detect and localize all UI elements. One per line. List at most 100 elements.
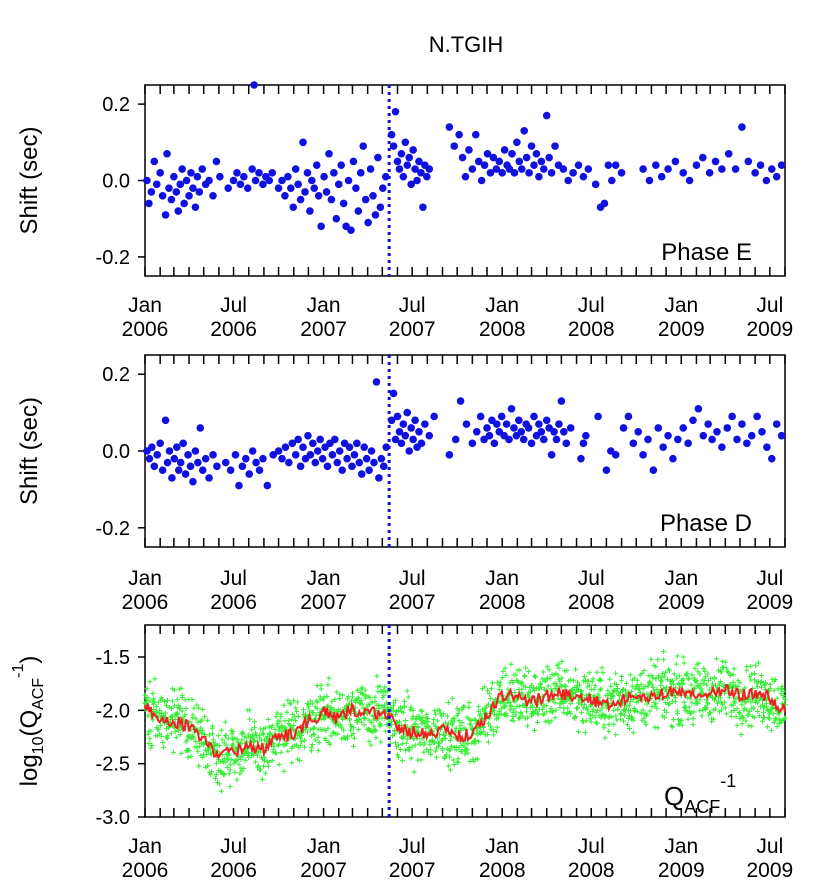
raw-q-mark (476, 708, 482, 714)
raw-q-mark (643, 722, 649, 728)
raw-q-mark (562, 682, 568, 688)
data-point (294, 435, 302, 444)
raw-q-mark (652, 724, 658, 730)
data-point (600, 199, 609, 208)
raw-q-mark (674, 711, 680, 717)
raw-q-mark (589, 712, 595, 718)
data-point (378, 184, 387, 192)
raw-q-mark (692, 666, 698, 672)
raw-q-mark (690, 715, 696, 721)
data-point (405, 153, 414, 162)
raw-q-mark (702, 668, 708, 674)
raw-q-mark (688, 710, 694, 716)
data-point (679, 169, 688, 177)
raw-q-mark (697, 697, 703, 703)
raw-q-mark (298, 743, 304, 749)
raw-q-mark (537, 681, 543, 687)
raw-q-mark (246, 755, 252, 761)
data-point (158, 191, 167, 200)
raw-q-mark (272, 726, 278, 732)
raw-q-mark (490, 732, 496, 738)
data-point (397, 439, 406, 448)
raw-q-mark (315, 735, 321, 741)
data-point (168, 474, 176, 482)
data-point (152, 180, 161, 189)
raw-q-mark (152, 676, 158, 682)
data-point (513, 138, 521, 147)
raw-q-mark (574, 706, 580, 712)
raw-q-mark (302, 744, 308, 750)
data-point (502, 420, 511, 428)
raw-q-mark (165, 735, 171, 741)
y-tick-label: -0.2 (96, 518, 130, 540)
raw-q-mark (340, 692, 346, 698)
raw-q-mark (454, 713, 460, 719)
raw-q-mark (207, 732, 213, 738)
raw-q-mark (172, 729, 178, 734)
y-tick-label: 0.2 (102, 94, 130, 116)
raw-q-mark (719, 664, 725, 670)
raw-q-mark (753, 663, 759, 669)
data-point (535, 420, 543, 428)
raw-q-mark (622, 712, 628, 718)
data-point (250, 81, 258, 89)
x-tick-label-month: Jan (307, 835, 341, 858)
raw-q-mark (142, 692, 148, 698)
data-point (344, 176, 353, 185)
raw-q-mark (256, 733, 262, 739)
raw-q-mark (722, 659, 728, 665)
raw-q-mark (531, 673, 537, 679)
raw-q-mark (500, 668, 506, 674)
y-tick-label: -0.2 (96, 247, 130, 269)
raw-q-mark (503, 710, 509, 716)
raw-q-mark (586, 670, 592, 676)
data-point (186, 462, 195, 471)
raw-q-mark (530, 711, 536, 717)
raw-q-mark (289, 717, 295, 723)
raw-q-mark (762, 680, 768, 686)
raw-q-mark (148, 728, 154, 734)
raw-q-mark (719, 658, 725, 664)
raw-q-mark (626, 726, 632, 732)
data-point (170, 172, 178, 181)
raw-q-mark (425, 716, 431, 722)
raw-q-mark (774, 695, 780, 701)
raw-q-mark (200, 706, 206, 712)
raw-q-mark (372, 698, 378, 704)
raw-q-mark (583, 718, 589, 724)
raw-q-mark (673, 675, 679, 681)
raw-q-mark (600, 670, 606, 676)
data-point (657, 172, 666, 181)
raw-q-mark (200, 754, 206, 760)
data-point (486, 169, 495, 177)
raw-q-mark (418, 757, 424, 763)
raw-q-mark (556, 661, 562, 667)
data-point (649, 466, 658, 475)
data-point (301, 188, 309, 196)
raw-q-mark (539, 707, 545, 713)
data-point (379, 462, 388, 471)
raw-q-mark (598, 686, 604, 692)
data-point (391, 107, 400, 116)
raw-q-mark (154, 709, 160, 715)
data-point (194, 458, 202, 467)
raw-q-mark (335, 731, 341, 737)
data-point (704, 420, 712, 428)
x-tick-label-year: 2006 (122, 859, 169, 882)
raw-q-mark (273, 713, 279, 719)
raw-q-mark (194, 702, 200, 708)
raw-q-mark (619, 711, 625, 717)
raw-q-mark (178, 750, 184, 756)
raw-q-mark (324, 693, 330, 699)
data-point (777, 431, 786, 440)
raw-q-mark (444, 713, 450, 719)
raw-q-mark (717, 668, 723, 674)
raw-q-mark (584, 707, 590, 713)
raw-q-mark (424, 746, 430, 752)
data-point (339, 199, 348, 208)
raw-q-mark (275, 742, 281, 748)
raw-q-mark (256, 763, 262, 769)
raw-q-mark (146, 740, 152, 746)
raw-q-mark (700, 707, 706, 713)
